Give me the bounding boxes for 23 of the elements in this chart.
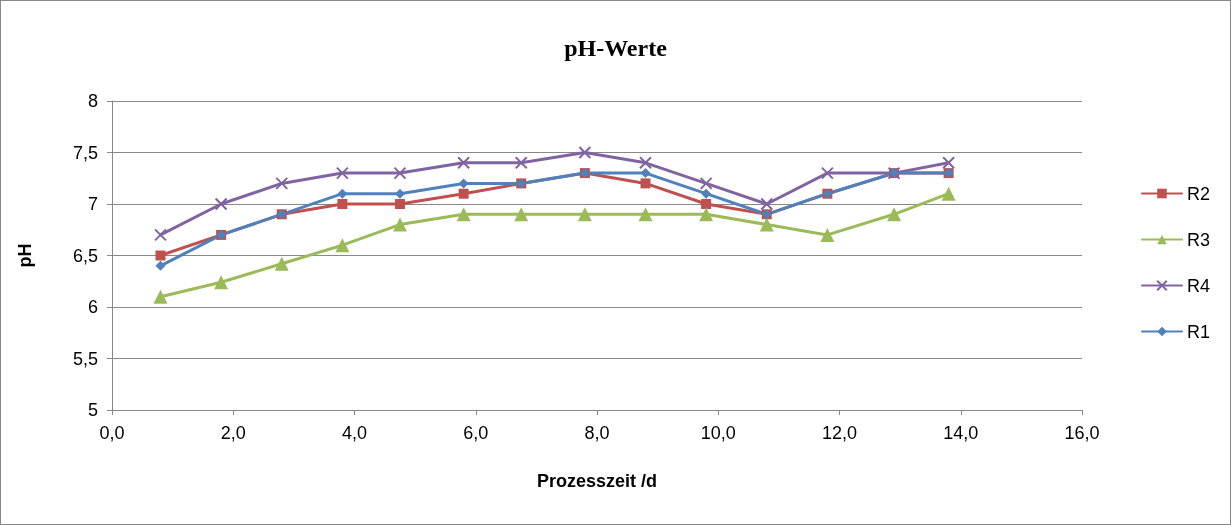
y-tick-label: 7,5 [72, 142, 98, 163]
x-tick-label: 16,0 [1064, 423, 1100, 443]
y-tick-label: 7 [87, 194, 98, 214]
x-tick-label: 10,0 [700, 423, 736, 443]
y-tick-label: 5,5 [72, 348, 98, 369]
x-tick-label: 6,0 [463, 423, 489, 443]
x-tick-label: 4,0 [341, 423, 368, 443]
x-tick-label: 0,0 [99, 423, 125, 443]
y-tick-label: 8 [87, 91, 98, 111]
y-tick-label: 5 [87, 400, 98, 420]
x-tick-label: 14,0 [943, 423, 979, 443]
x-tick-label: 8,0 [584, 423, 610, 443]
x-tick-label: 2,0 [220, 423, 246, 443]
legend-label: R1 [1186, 321, 1211, 342]
legend-label: R3 [1186, 229, 1211, 250]
chart-title: pH-Werte [564, 35, 668, 61]
legend-label: R4 [1186, 275, 1211, 296]
y-tick-label: 6,5 [72, 245, 98, 266]
x-axis-title: Prozesszeit /d [536, 471, 658, 491]
y-axis-title: pH [15, 243, 35, 268]
y-tick-label: 6 [87, 297, 98, 317]
legend-label: R2 [1186, 183, 1211, 204]
x-tick-label: 12,0 [821, 423, 858, 443]
